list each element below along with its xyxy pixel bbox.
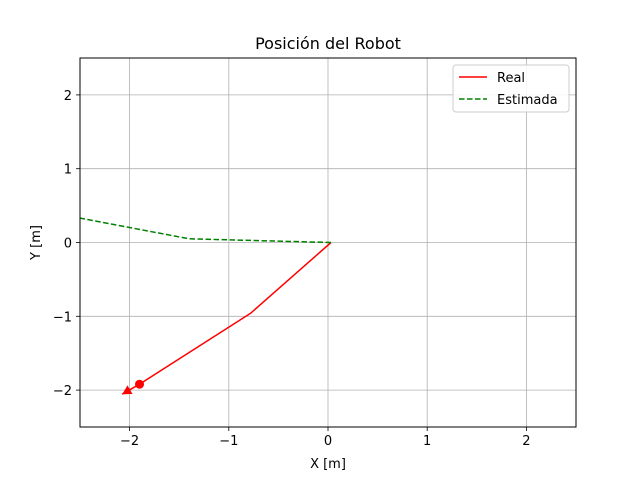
chart-title: Posición del Robot	[255, 34, 401, 53]
x-axis-label: X [m]	[310, 457, 346, 472]
x-tick-label: 2	[522, 434, 530, 449]
x-axis: −2 −1 0 1 2	[120, 427, 531, 449]
x-tick-label: −1	[219, 434, 238, 449]
legend-label-estimada: Estimada	[497, 93, 558, 108]
y-tick-label: 1	[64, 163, 72, 178]
x-tick-label: −2	[120, 434, 139, 449]
y-axis: −2 −1 0 1 2	[53, 89, 80, 399]
robot-heading-arrowhead	[122, 385, 133, 395]
x-tick-label: 0	[324, 434, 332, 449]
y-tick-label: −2	[53, 384, 72, 399]
series-line-real	[139, 241, 332, 385]
y-tick-label: −1	[53, 310, 72, 325]
y-tick-label: 2	[64, 89, 72, 104]
legend: Real Estimada	[452, 64, 570, 113]
y-axis-label: Y [m]	[29, 225, 44, 261]
x-tick-label: 1	[423, 434, 431, 449]
y-tick-label: 0	[64, 237, 72, 252]
legend-label-real: Real	[497, 71, 525, 86]
plot-series	[80, 217, 332, 385]
robot-marker-layer	[121, 379, 145, 395]
